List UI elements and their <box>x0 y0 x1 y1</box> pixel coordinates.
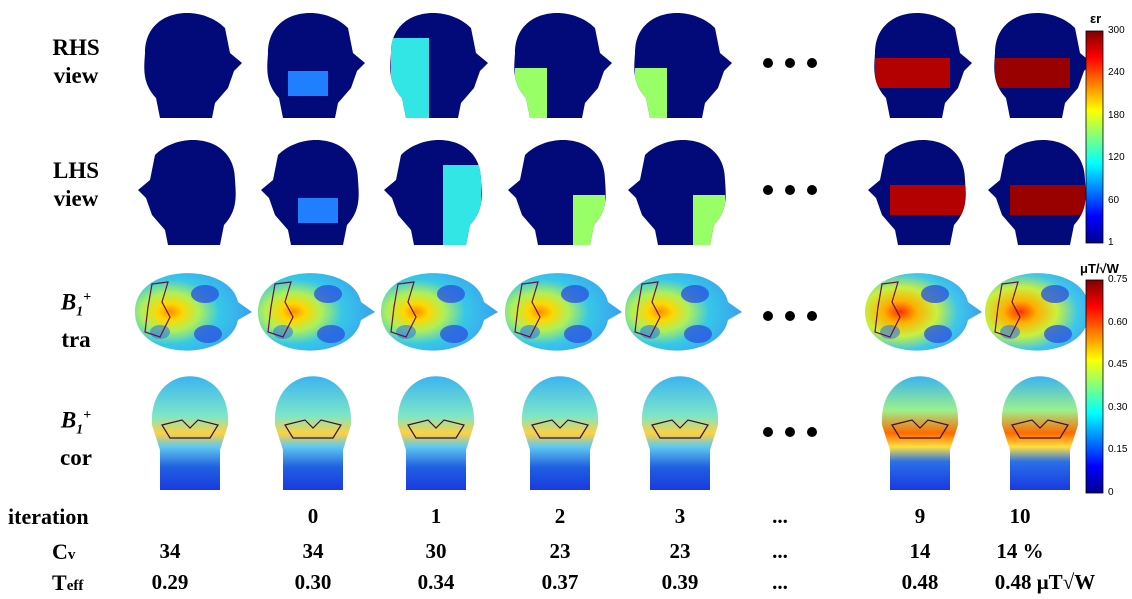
table-cell-iteration: ... <box>772 504 788 528</box>
rhs-ellipsis-dot <box>807 58 817 68</box>
table-cell-iteration: 2 <box>554 504 566 528</box>
b1-colorbar-tick: 0.15 <box>1108 444 1128 456</box>
table-cell-teff: 0.37 <box>541 570 579 594</box>
b1-tra-map-2 <box>381 273 498 351</box>
table-cell-iteration: 9 <box>914 504 926 528</box>
b1-colorbar-tick: 0.60 <box>1108 316 1128 328</box>
epsilon-colorbar-title: εr <box>1090 11 1102 26</box>
table-row-label-iteration: iteration <box>8 504 89 529</box>
b1-tra-map-3 <box>505 273 622 351</box>
b1-cor-map-0 <box>151 376 229 490</box>
rhs-head-1 <box>267 13 365 118</box>
b1-tra-map-1 <box>258 273 375 351</box>
tra-ellipsis-dot <box>807 311 817 321</box>
table-cell-iteration: 10 <box>1009 504 1031 528</box>
table-cell-cv: 34 <box>302 539 324 563</box>
table-cell-cv: 34 <box>159 539 181 563</box>
rhs-head-6 <box>994 13 1092 118</box>
epsilon-colorbar-tick: 60 <box>1108 194 1120 206</box>
lhs-head-5 <box>868 140 966 245</box>
table-cell-iteration: 1 <box>430 504 442 528</box>
b1-colorbar <box>1085 279 1104 494</box>
lhs-head-0 <box>138 140 236 245</box>
rhs-head-0 <box>144 13 242 118</box>
table-cell-iteration: 0 <box>307 504 319 528</box>
table-cell-cv: 23 <box>549 539 571 563</box>
table-cell-cv: 14 % <box>996 539 1044 563</box>
epsilon-colorbar-tick: 240 <box>1108 67 1125 79</box>
table-cell-teff: 0.34 <box>417 570 455 594</box>
b1-colorbar-tick: 0.45 <box>1108 359 1128 371</box>
lhs-ellipsis-dot <box>763 185 773 195</box>
b1-cor-map-5 <box>881 376 959 490</box>
b1-colorbar-tick: 0.75 <box>1108 274 1128 285</box>
table-cell-teff: 0.30 <box>294 570 332 594</box>
lhs-head-2 <box>384 140 482 245</box>
b1-cor-map-4 <box>641 376 719 490</box>
b1-colorbar-tick: 0 <box>1108 487 1114 498</box>
b1-tra-map-5 <box>865 273 982 351</box>
lhs-head-1 <box>261 140 359 245</box>
row-label-lhs: LHS view <box>52 158 100 211</box>
b1-tra-map-0 <box>135 273 252 351</box>
lhs-head-4 <box>628 140 726 245</box>
b1-cor-map-2 <box>397 376 475 490</box>
row-label-b1-tra: B1+ tra <box>60 289 92 353</box>
table-cell-teff: 0.29 <box>151 570 189 594</box>
table-row-label-cv: Cv <box>52 539 76 564</box>
cor-ellipsis-dot <box>807 427 817 437</box>
rhs-ellipsis-dot <box>785 58 795 68</box>
epsilon-colorbar-tick: 1 <box>1108 237 1114 248</box>
epsilon-colorbar-tick: 180 <box>1108 109 1125 121</box>
b1-cor-map-1 <box>274 376 352 490</box>
table-cell-iteration: 3 <box>674 504 686 528</box>
table-cell-teff: ... <box>772 570 788 594</box>
lhs-ellipsis-dot <box>785 185 795 195</box>
epsilon-colorbar-tick: 120 <box>1108 152 1125 164</box>
rhs-head-4 <box>634 13 732 118</box>
b1-colorbar-tick: 0.30 <box>1108 401 1128 413</box>
tra-ellipsis-dot <box>763 311 773 321</box>
b1-cor-map-3 <box>521 376 599 490</box>
b1-cor-map-6 <box>1001 376 1079 490</box>
row-label-b1-cor: B1+ cor <box>60 407 92 471</box>
table-cell-teff: 0.48 <box>901 570 939 594</box>
table-cell-cv: 14 <box>909 539 931 563</box>
table-cell-cv: 30 <box>425 539 447 563</box>
b1-colorbar-title: μT/√W <box>1080 261 1119 276</box>
rhs-head-5 <box>874 13 972 118</box>
lhs-ellipsis-dot <box>807 185 817 195</box>
cor-ellipsis-dot <box>763 427 773 437</box>
lhs-head-3 <box>508 140 606 245</box>
table-cell-cv: 23 <box>669 539 691 563</box>
table-cell-teff: 0.39 <box>661 570 699 594</box>
b1-tra-map-4 <box>625 273 742 351</box>
table-cell-cv: ... <box>772 539 788 563</box>
epsilon-colorbar <box>1085 30 1104 244</box>
lhs-head-6 <box>988 140 1086 245</box>
tra-ellipsis-dot <box>785 311 795 321</box>
rhs-head-2 <box>390 13 488 118</box>
cor-ellipsis-dot <box>785 427 795 437</box>
rhs-ellipsis-dot <box>763 58 773 68</box>
rhs-head-3 <box>514 13 612 118</box>
row-label-rhs: RHS view <box>52 35 100 88</box>
table-row-label-teff: Teff <box>52 570 84 595</box>
b1-tra-map-6 <box>985 273 1102 351</box>
table-cell-teff: 0.48 μT√W <box>994 570 1096 594</box>
epsilon-colorbar-tick: 300 <box>1108 25 1125 36</box>
